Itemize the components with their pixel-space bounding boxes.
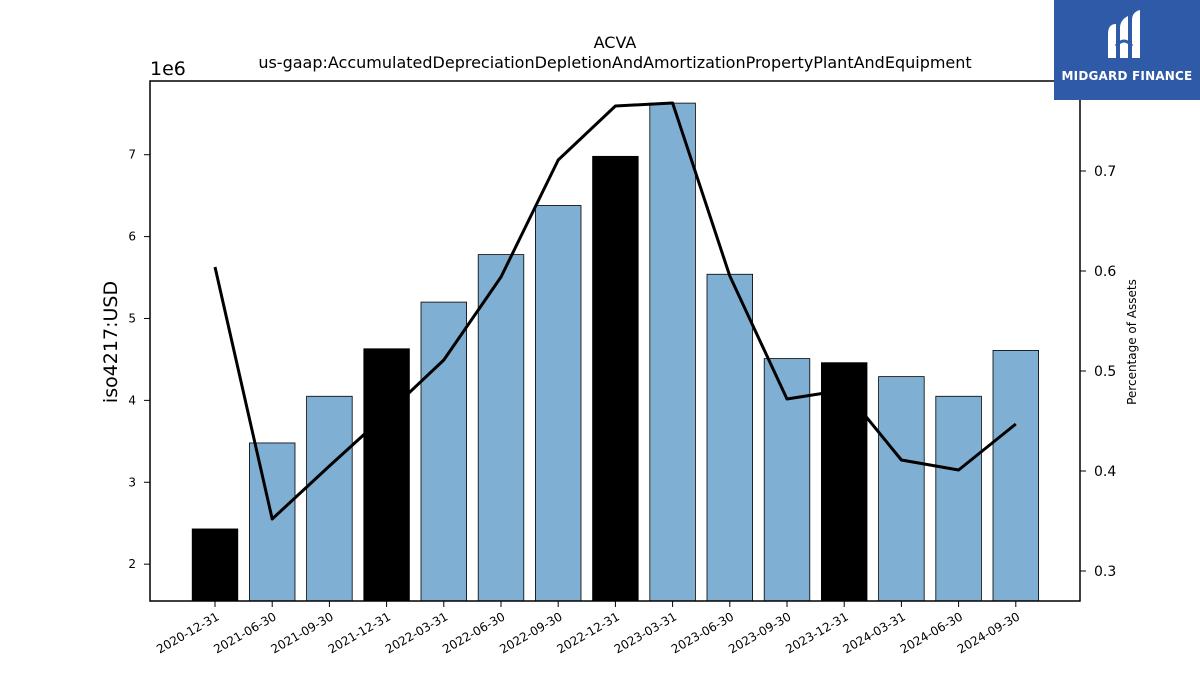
- x-tick-label: 2023-06-30: [669, 609, 736, 656]
- x-tick-label: 2022-12-31: [554, 609, 621, 656]
- bar-2022-12-31: [592, 155, 639, 602]
- bar-2023-06-30: [706, 273, 753, 602]
- y-axis-label: iso4217:USD: [100, 281, 122, 403]
- x-tick-label: 2021-06-30: [211, 609, 278, 656]
- x-tick-label: 2024-09-30: [955, 609, 1022, 656]
- x-tick-label: 2021-09-30: [268, 609, 335, 656]
- logo-text: MIDGARD FINANCE: [1061, 69, 1193, 83]
- y-tick-label: 2: [128, 557, 136, 571]
- y-tick-label: 7: [128, 148, 136, 162]
- x-tick-label: 2023-12-31: [783, 609, 850, 656]
- x-tick-label: 2024-03-31: [840, 609, 907, 656]
- plot-frame: [149, 80, 1081, 602]
- bar-2022-03-31: [420, 301, 467, 602]
- y-right-tick-label: 0.7: [1094, 164, 1116, 180]
- y-axis-right-label: Percentage of Assets: [1125, 279, 1139, 405]
- y-tick-label: 5: [128, 311, 136, 325]
- x-tick-label: 2023-09-30: [726, 609, 793, 656]
- x-tick-label: 2022-09-30: [497, 609, 564, 656]
- bar-2024-09-30: [992, 350, 1039, 602]
- x-tick-label: 2022-06-30: [440, 609, 507, 656]
- bar-2023-09-30: [763, 358, 811, 602]
- y-right-tick-label: 0.3: [1094, 564, 1116, 580]
- x-tick-label: 2020-12-31: [154, 609, 221, 656]
- bar-2021-09-30: [306, 395, 353, 602]
- logo-mark-icon: [1108, 10, 1140, 58]
- bar-2021-06-30: [248, 442, 296, 602]
- y-right-tick-label: 0.4: [1094, 464, 1116, 480]
- x-tick-label: 2023-03-31: [612, 609, 679, 656]
- chart-subtitle: us-gaap:AccumulatedDepreciationDepletion…: [258, 53, 971, 72]
- bar-2020-12-31: [191, 528, 239, 602]
- bar-2022-06-30: [477, 254, 525, 602]
- bar-2023-12-31: [821, 362, 868, 602]
- y-tick-label: 3: [128, 475, 136, 489]
- y-offset-text: 1e6: [150, 58, 186, 80]
- y-right-tick-label: 0.6: [1094, 264, 1116, 280]
- bar-2023-03-31: [649, 102, 696, 602]
- x-tick-label: 2024-06-30: [898, 609, 965, 656]
- y-right-tick-label: 0.5: [1094, 364, 1116, 380]
- y-tick-label: 4: [128, 393, 136, 407]
- bar-2024-03-31: [878, 376, 925, 602]
- x-tick-label: 2021-12-31: [326, 609, 393, 656]
- logo: MIDGARD FINANCE: [1054, 0, 1200, 100]
- bar-2021-12-31: [363, 348, 410, 602]
- bar-2024-06-30: [935, 395, 982, 602]
- x-tick-label: 2022-03-31: [383, 609, 450, 656]
- bar-2022-09-30: [535, 205, 582, 602]
- y-tick-label: 6: [128, 230, 136, 244]
- chart-title: ACVA: [594, 33, 637, 52]
- percentage-line: [213, 101, 1017, 521]
